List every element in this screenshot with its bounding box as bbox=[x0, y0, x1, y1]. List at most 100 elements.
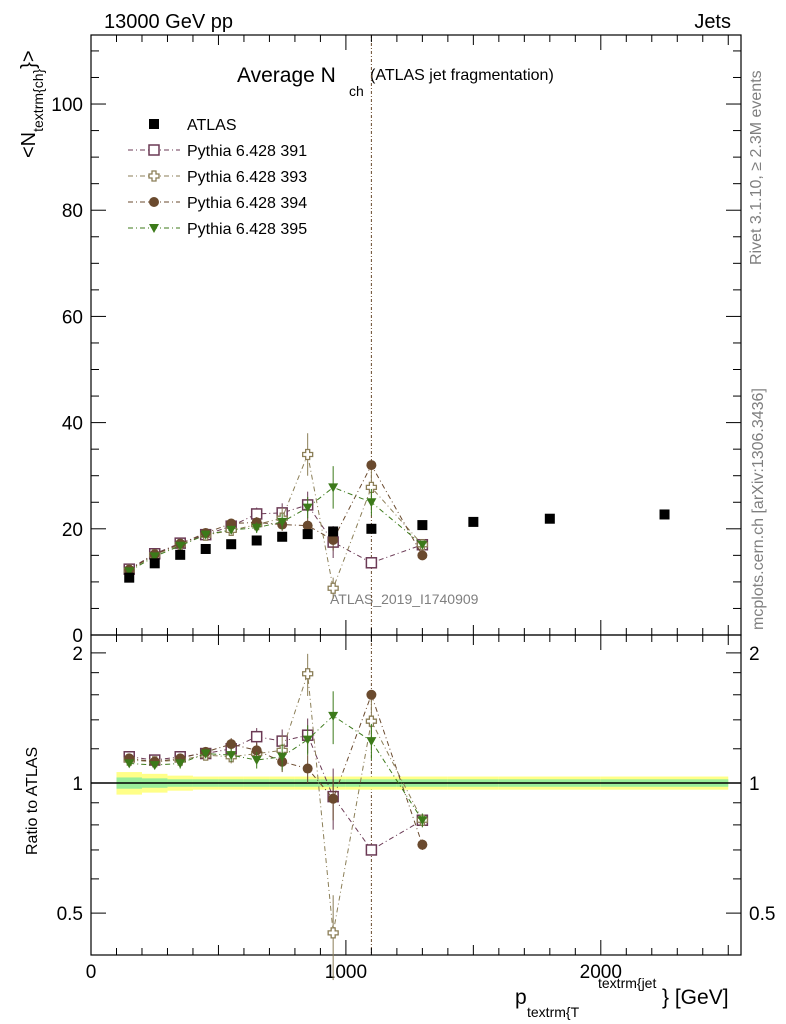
series-line bbox=[128, 452, 423, 591]
legend-entry: Pythia 6.428 394 bbox=[187, 195, 307, 212]
data-point bbox=[149, 552, 160, 562]
data-point bbox=[417, 520, 428, 531]
ratio-point bbox=[365, 715, 378, 727]
data-point bbox=[417, 550, 428, 561]
ratio-y-tick-label: 0.5 bbox=[57, 904, 83, 925]
main-y-label-text: <N bbox=[18, 132, 40, 158]
ratio-point bbox=[277, 752, 288, 762]
data-point bbox=[417, 540, 428, 550]
ratio-y-tick-label: 1 bbox=[72, 774, 83, 795]
ratio-point bbox=[302, 763, 313, 774]
series-line bbox=[128, 464, 423, 571]
data-point bbox=[468, 516, 479, 527]
ratio-point bbox=[365, 844, 378, 856]
x-tick-label: 1000 bbox=[325, 962, 367, 983]
data-point bbox=[302, 503, 313, 513]
data-point bbox=[366, 498, 377, 508]
data-point bbox=[365, 481, 378, 494]
analysis-watermark: ATLAS_2019_I1740909 bbox=[330, 591, 479, 607]
main-y-tick-label: 20 bbox=[62, 520, 83, 541]
legend-marker bbox=[149, 197, 159, 207]
data-point bbox=[328, 483, 339, 493]
ratio-y-label: Ratio to ATLAS bbox=[24, 747, 41, 855]
main-y-tick-label: 100 bbox=[51, 95, 83, 116]
ratio-frame bbox=[90, 634, 742, 956]
x-axis-label: p bbox=[515, 986, 527, 1009]
svg-text:<Ntextrm{ch}}>: <Ntextrm{ch}}> bbox=[18, 50, 46, 158]
main-title-sub: ch bbox=[349, 83, 364, 99]
ratio-point bbox=[366, 737, 377, 747]
data-point bbox=[659, 509, 670, 520]
data-point bbox=[251, 523, 262, 533]
ratio-plot-area: 0 1000 2000 0.5 0.5 1 1 2 2 bbox=[57, 35, 775, 983]
data-point bbox=[544, 513, 555, 524]
ratio-point bbox=[417, 816, 428, 826]
ratio-point bbox=[226, 739, 237, 750]
ratio-point bbox=[328, 711, 339, 721]
ratio-point bbox=[302, 735, 313, 745]
data-point bbox=[302, 520, 313, 531]
ratio-point bbox=[328, 793, 339, 804]
x-axis-label-text: p bbox=[515, 986, 527, 1009]
main-title: Average N bbox=[237, 64, 336, 87]
data-point bbox=[302, 529, 313, 540]
main-title-text: Average N bbox=[237, 64, 336, 87]
data-point bbox=[226, 525, 237, 535]
ratio-point bbox=[417, 839, 428, 850]
data-point bbox=[226, 539, 237, 550]
ratio-point bbox=[251, 756, 262, 766]
data-point bbox=[328, 526, 339, 537]
ratio-y-tick-label: 2 bbox=[72, 644, 83, 665]
x-tick-label: 0 bbox=[86, 962, 97, 983]
mcplots-label: mcplots.cern.ch [arXiv:1306.3436] bbox=[750, 388, 767, 630]
ratio-y-tick-label-right: 0.5 bbox=[749, 904, 775, 925]
x-axis-label-sup: textrm{jet bbox=[598, 975, 656, 991]
main-y-label-sub: textrm{ch} bbox=[30, 69, 46, 132]
ratio-y-tick-label-right: 2 bbox=[749, 644, 760, 665]
main-title-extra: (ATLAS jet fragmentation) bbox=[370, 67, 554, 84]
data-point bbox=[200, 530, 211, 540]
ratio-point bbox=[251, 745, 262, 756]
data-point bbox=[175, 541, 186, 551]
ratio-point bbox=[366, 689, 377, 700]
ratio-point bbox=[226, 751, 237, 761]
series-line bbox=[128, 486, 423, 572]
legend-entry: ATLAS bbox=[187, 117, 237, 134]
main-y-tick-label: 0 bbox=[72, 626, 83, 647]
energy-label: 13000 GeV pp bbox=[104, 11, 233, 33]
rivet-label: Rivet 3.1.10, ≥ 2.3M events bbox=[748, 70, 765, 265]
data-point bbox=[175, 549, 186, 560]
data-point bbox=[365, 557, 378, 569]
ratio-point bbox=[200, 749, 211, 759]
legend-entry: Pythia 6.428 393 bbox=[187, 169, 307, 186]
ratio-point bbox=[302, 668, 314, 680]
ratio-point bbox=[149, 761, 160, 771]
data-point bbox=[277, 517, 288, 527]
ratio-point bbox=[327, 927, 339, 939]
data-point bbox=[328, 534, 339, 545]
process-label: Jets bbox=[694, 11, 731, 33]
data-point bbox=[302, 448, 314, 461]
legend-marker bbox=[149, 119, 159, 129]
main-y-tick-label: 40 bbox=[62, 414, 83, 435]
legend-entry: Pythia 6.428 395 bbox=[187, 221, 307, 238]
ratio-series-line bbox=[129, 715, 423, 821]
data-point bbox=[327, 582, 339, 594]
ratio-point bbox=[124, 759, 135, 769]
x-tick-label: 2000 bbox=[580, 962, 622, 983]
legend-entry: Pythia 6.428 391 bbox=[187, 143, 307, 160]
main-y-tick-label: 80 bbox=[62, 201, 83, 222]
ratio-point bbox=[175, 759, 186, 769]
data-point bbox=[149, 558, 160, 569]
ratio-series-line bbox=[129, 673, 423, 933]
legend-marker bbox=[148, 170, 160, 182]
data-point bbox=[366, 460, 377, 471]
x-axis-label-sub: textrm{T bbox=[527, 1004, 580, 1020]
data-point bbox=[200, 543, 211, 554]
ratio-point bbox=[250, 730, 263, 743]
legend-marker bbox=[148, 144, 160, 156]
main-y-tick-label: 60 bbox=[62, 307, 83, 328]
data-point bbox=[277, 531, 288, 542]
data-point bbox=[124, 567, 135, 577]
